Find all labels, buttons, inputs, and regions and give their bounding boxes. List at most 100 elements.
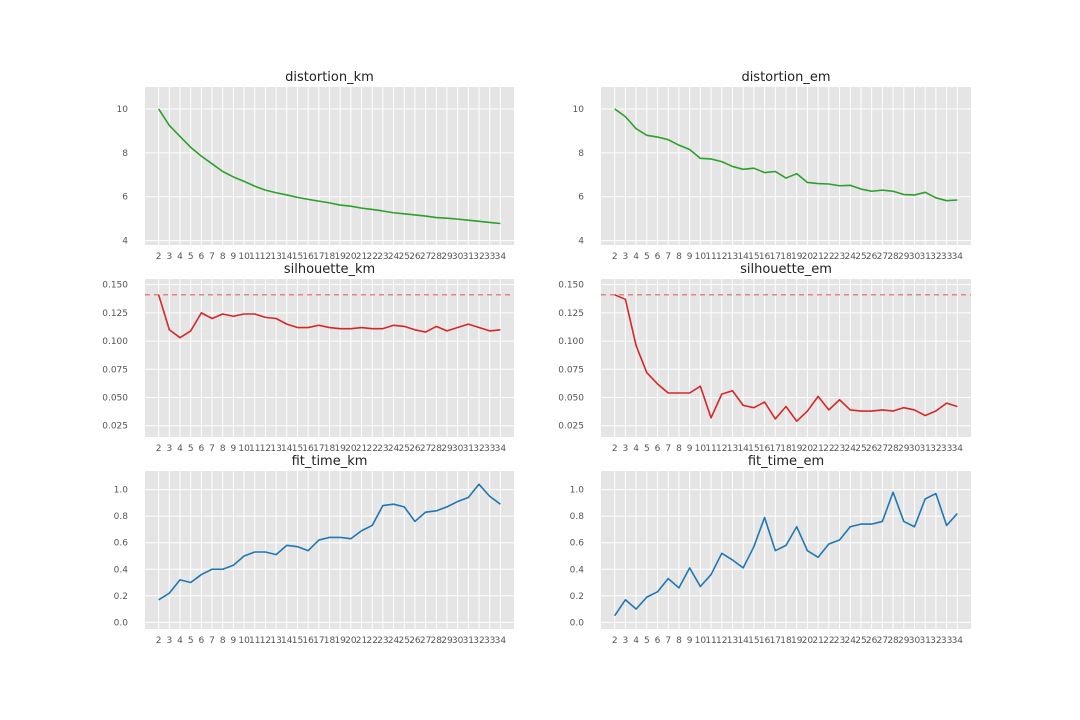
- y-tick-label: 0.0: [570, 618, 585, 628]
- x-tick-label: 18: [780, 252, 792, 262]
- x-tick-label: 34: [952, 444, 964, 454]
- x-tick-label: 31: [463, 444, 474, 454]
- x-tick-label: 34: [495, 444, 507, 454]
- y-tick-label: 0.0: [114, 618, 129, 628]
- x-tick-label: 17: [770, 252, 781, 262]
- chart-title: silhouette_km: [284, 262, 375, 277]
- chart-fit_time_em: 2 3 4 5 6 7 8 9 10 11 12 13 14 15 16 17 18 19 20 21 22 23 24 25…: [570, 454, 971, 646]
- x-tick-label: 11: [249, 444, 260, 454]
- x-tick-label: 28: [887, 444, 899, 454]
- x-tick-label: 22: [823, 444, 834, 454]
- x-tick-label: 34: [495, 636, 507, 646]
- x-tick-label: 29: [441, 636, 453, 646]
- x-tick-label: 21: [356, 636, 367, 646]
- y-tick-label: 0.075: [102, 365, 128, 375]
- x-tick-label: 26: [866, 444, 878, 454]
- x-tick-label: 22: [366, 444, 377, 454]
- x-tick-label: 17: [313, 636, 324, 646]
- x-tick-label: 9: [231, 636, 237, 646]
- x-tick-label: 13: [727, 444, 738, 454]
- y-tick-label: 0.125: [102, 309, 128, 319]
- x-tick-label: 23: [834, 252, 845, 262]
- x-tick-label: 7: [665, 636, 671, 646]
- x-tick-label: 9: [231, 444, 237, 454]
- x-tick-label: 14: [737, 444, 749, 454]
- tick-labels: 2 3 4 5 6 7 8 9 10 11 12 13 14 15 16 17 18 19 20 21 22 23 24 25…: [114, 486, 507, 646]
- x-tick-label: 4: [633, 636, 639, 646]
- y-tick-label: 0.6: [570, 539, 585, 549]
- x-tick-label: 33: [484, 252, 495, 262]
- x-tick-label: 26: [866, 636, 878, 646]
- y-tick-label: 0.100: [558, 337, 584, 347]
- x-tick-label: 30: [909, 636, 921, 646]
- x-tick-label: 16: [302, 444, 314, 454]
- x-tick-label: 7: [665, 444, 671, 454]
- x-tick-label: 18: [780, 444, 792, 454]
- x-tick-label: 17: [770, 444, 781, 454]
- x-tick-label: 20: [802, 636, 814, 646]
- x-tick-label: 10: [695, 444, 707, 454]
- x-tick-label: 3: [166, 636, 172, 646]
- x-tick-label: 23: [834, 444, 845, 454]
- x-tick-label: 27: [877, 252, 888, 262]
- y-tick-label: 0.075: [558, 365, 584, 375]
- tick-labels: 2 3 4 5 6 7 8 9 10 11 12 13 14 15 16 17 18 19 20 21 22 23 24 25…: [558, 281, 963, 454]
- x-tick-label: 19: [791, 636, 803, 646]
- x-tick-label: 31: [463, 636, 474, 646]
- y-tick-label: 8: [122, 149, 128, 159]
- x-tick-label: 34: [952, 636, 964, 646]
- x-tick-label: 29: [898, 444, 910, 454]
- chart-silhouette_em: 2 3 4 5 6 7 8 9 10 11 12 13 14 15 16 17 18 19 20 21 22 23 24 25…: [558, 262, 971, 454]
- x-tick-label: 13: [270, 252, 281, 262]
- chart-distortion_em: 2 3 4 5 6 7 8 9 10 11 12 13 14 15 16 17 18 19 20 21 22 23 24 25…: [573, 70, 971, 262]
- x-tick-label: 26: [409, 444, 421, 454]
- x-tick-label: 22: [366, 252, 377, 262]
- x-tick-label: 6: [655, 444, 661, 454]
- x-tick-label: 5: [644, 636, 650, 646]
- x-tick-label: 25: [855, 252, 866, 262]
- x-tick-label: 32: [930, 444, 941, 454]
- y-tick-label: 10: [573, 105, 585, 115]
- x-tick-label: 22: [366, 636, 377, 646]
- x-tick-label: 8: [220, 636, 226, 646]
- x-tick-label: 27: [877, 444, 888, 454]
- x-tick-label: 28: [431, 444, 443, 454]
- gridlines: [601, 279, 971, 437]
- x-tick-label: 8: [676, 636, 682, 646]
- x-tick-label: 27: [877, 636, 888, 646]
- tick-labels: 2 3 4 5 6 7 8 9 10 11 12 13 14 15 16 17 18 19 20 21 22 23 24 25…: [102, 281, 506, 454]
- x-tick-label: 10: [238, 636, 250, 646]
- x-tick-label: 6: [655, 252, 661, 262]
- x-tick-label: 26: [409, 252, 421, 262]
- x-tick-label: 15: [292, 636, 303, 646]
- x-tick-label: 15: [292, 444, 303, 454]
- x-tick-label: 19: [334, 252, 346, 262]
- x-tick-label: 4: [633, 444, 639, 454]
- x-tick-label: 14: [737, 252, 749, 262]
- x-tick-label: 7: [209, 252, 215, 262]
- x-tick-label: 6: [198, 252, 204, 262]
- gridlines: [145, 471, 514, 629]
- x-tick-label: 2: [612, 636, 618, 646]
- y-tick-label: 1.0: [114, 486, 129, 496]
- x-tick-label: 6: [655, 636, 661, 646]
- y-tick-label: 0.025: [558, 422, 584, 432]
- x-tick-label: 16: [302, 252, 314, 262]
- x-tick-label: 30: [452, 636, 464, 646]
- y-tick-label: 4: [578, 237, 584, 247]
- x-tick-label: 2: [612, 252, 618, 262]
- x-tick-label: 11: [249, 636, 260, 646]
- y-tick-label: 0.150: [102, 281, 128, 291]
- y-tick-label: 0.4: [114, 565, 129, 575]
- x-tick-label: 11: [249, 252, 260, 262]
- x-tick-label: 4: [633, 252, 639, 262]
- x-tick-label: 24: [388, 636, 400, 646]
- x-tick-label: 23: [377, 444, 388, 454]
- y-tick-label: 6: [578, 193, 584, 203]
- x-tick-label: 14: [737, 636, 749, 646]
- y-tick-label: 0.8: [570, 512, 585, 522]
- x-tick-label: 5: [188, 444, 194, 454]
- x-tick-label: 8: [220, 252, 226, 262]
- x-tick-label: 19: [791, 444, 803, 454]
